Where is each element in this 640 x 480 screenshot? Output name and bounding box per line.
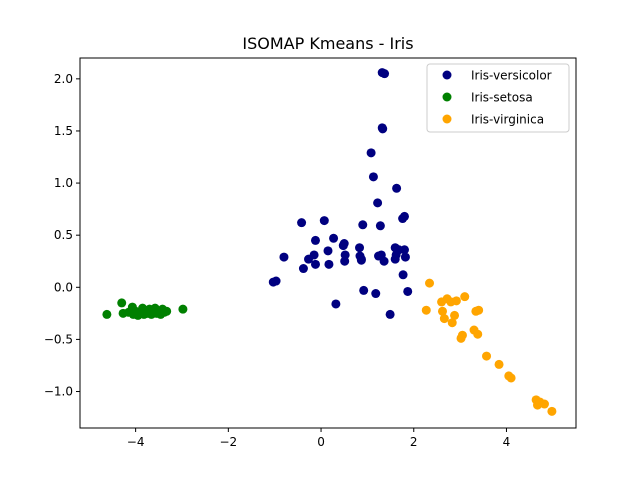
data-point	[439, 314, 449, 324]
data-point	[373, 198, 383, 208]
data-point	[447, 318, 457, 328]
data-point	[279, 252, 289, 262]
y-tick-label: −1.0	[44, 385, 73, 399]
data-point	[371, 289, 381, 299]
data-point	[539, 399, 549, 409]
data-point	[331, 299, 341, 309]
legend-label: Iris-setosa	[471, 91, 533, 105]
data-point	[340, 256, 350, 266]
y-tick-label: −0.5	[44, 332, 73, 346]
x-tick-label: 0	[317, 435, 325, 449]
data-point	[178, 304, 188, 314]
y-tick-label: 2.0	[54, 72, 73, 86]
legend-box	[426, 63, 570, 133]
data-point	[547, 406, 557, 416]
data-point	[323, 246, 333, 256]
data-point	[310, 235, 320, 245]
data-point	[385, 309, 395, 319]
data-point	[359, 285, 369, 295]
data-point	[460, 292, 470, 302]
data-point	[338, 241, 348, 251]
data-point	[506, 373, 516, 383]
data-point	[162, 306, 172, 316]
y-tick-label: 0.5	[54, 228, 73, 242]
data-point	[482, 351, 492, 361]
x-tick-label: −2	[219, 435, 237, 449]
data-point	[329, 233, 339, 243]
data-point	[457, 330, 467, 340]
legend-label: Iris-virginica	[471, 113, 544, 127]
legend-label: Iris-versicolor	[471, 69, 552, 83]
y-tick-label: 1.0	[54, 176, 73, 190]
data-point	[451, 296, 461, 306]
data-point	[494, 359, 504, 369]
series-iris-setosa	[102, 298, 188, 320]
data-point	[358, 220, 368, 230]
series-iris-virginica	[421, 278, 557, 416]
data-point	[399, 211, 409, 221]
data-point	[310, 259, 320, 269]
data-point	[400, 252, 410, 262]
y-axis: −1.0 −0.5 0.0 0.5 1.0 1.5 2.0	[44, 72, 80, 399]
x-tick-label: 4	[503, 435, 511, 449]
legend-marker	[442, 70, 452, 80]
x-tick-label: −4	[127, 435, 145, 449]
data-point	[319, 216, 329, 226]
y-tick-label: 0.0	[54, 280, 73, 294]
data-point	[378, 124, 388, 134]
data-point	[392, 183, 402, 193]
data-point	[474, 305, 484, 315]
data-point	[375, 221, 385, 231]
x-axis: −4 −2 0 2 4	[127, 428, 511, 449]
data-point	[304, 254, 314, 264]
data-point	[117, 298, 127, 308]
data-point	[380, 69, 390, 79]
data-point	[324, 259, 334, 269]
data-point	[298, 264, 308, 274]
data-point	[271, 276, 281, 286]
x-tick-label: 2	[410, 435, 418, 449]
y-tick-label: 1.5	[54, 124, 73, 138]
data-point	[450, 310, 460, 320]
legend: Iris-versicolor Iris-setosa Iris-virginica	[426, 63, 570, 133]
legend-marker	[442, 92, 452, 102]
data-point	[355, 243, 365, 253]
data-point	[102, 309, 112, 319]
data-point	[421, 305, 431, 315]
points-layer	[102, 68, 557, 416]
legend-marker	[442, 114, 452, 124]
data-point	[297, 218, 307, 228]
data-point	[473, 329, 483, 339]
data-point	[403, 286, 413, 296]
chart-title: ISOMAP Kmeans - Iris	[242, 34, 413, 53]
data-point	[379, 256, 389, 266]
data-point	[356, 255, 366, 265]
series-iris-versicolor	[268, 68, 413, 319]
data-point	[366, 148, 376, 158]
data-point	[399, 245, 409, 255]
data-point	[368, 172, 378, 182]
data-point	[425, 278, 435, 288]
data-point	[437, 306, 447, 316]
axes-frame	[79, 57, 577, 429]
data-point	[390, 254, 400, 264]
data-point	[398, 270, 408, 280]
